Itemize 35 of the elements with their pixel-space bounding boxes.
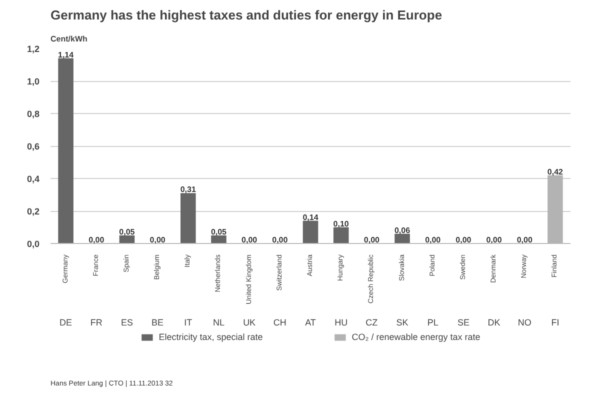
y-tick-label: 0,0 <box>26 239 40 249</box>
data-label: 0,42 <box>547 167 564 176</box>
data-label: 0,06 <box>394 226 411 235</box>
y-tick-label: 1,0 <box>26 76 40 86</box>
data-label: 0,00 <box>456 236 472 244</box>
y-tick-label: 0,6 <box>26 142 40 152</box>
data-label: 0,31 <box>180 185 196 194</box>
data-label: 0,00 <box>272 236 288 244</box>
bar <box>211 235 226 244</box>
data-label: 0,00 <box>486 236 502 244</box>
bar <box>119 235 135 244</box>
data-label: 0,00 <box>88 236 105 244</box>
bar <box>58 58 74 244</box>
data-label: 1,14 <box>58 50 74 60</box>
data-label: 0,00 <box>150 236 166 244</box>
data-label: 0,14 <box>302 212 319 222</box>
data-label: 0,10 <box>333 219 350 228</box>
data-label: 0,05 <box>119 227 136 236</box>
data-label: 0,00 <box>364 236 380 244</box>
y-tick-label: 0,8 <box>26 109 40 119</box>
chart-title: Germany has the highest taxes and duties for energy in Europe <box>50 8 442 22</box>
legend-label: Electricity tax, special rate <box>158 332 263 342</box>
legend-label: CO₂ / renewable energy tax rate <box>352 332 480 342</box>
data-label: 0,00 <box>425 236 442 244</box>
y-tick-label: 1,2 <box>26 44 40 54</box>
bar <box>302 220 318 244</box>
bar <box>394 234 410 244</box>
y-axis-title: Cent/kWh <box>50 34 88 44</box>
data-label: 0,05 <box>210 227 228 236</box>
y-tick-label: 0,2 <box>26 206 40 216</box>
y-tick-label: 0,4 <box>26 174 40 184</box>
bar <box>180 193 196 244</box>
bar <box>333 227 349 244</box>
data-label: 0,00 <box>516 236 533 244</box>
data-label: 0,00 <box>242 236 258 244</box>
